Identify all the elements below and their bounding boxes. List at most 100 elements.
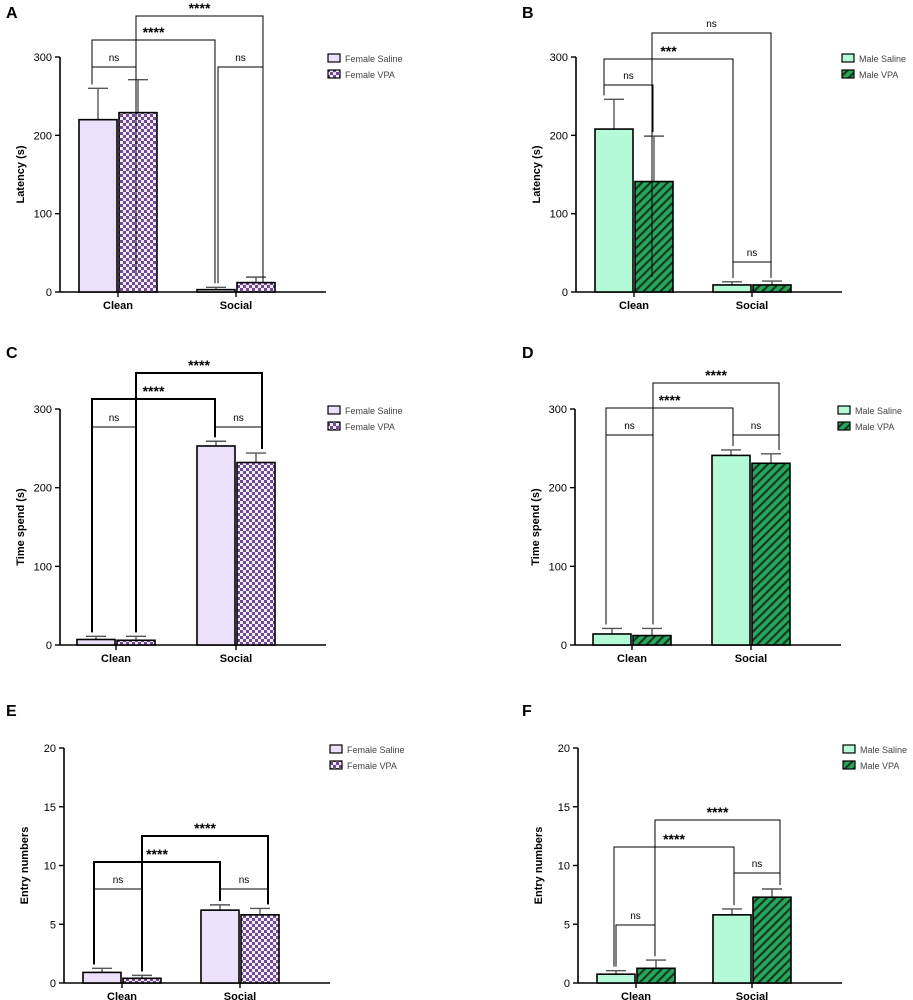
significance-label: **** — [707, 804, 729, 820]
legend-label: Female VPA — [347, 761, 397, 771]
bar-male-vpa-clean — [632, 634, 672, 646]
bar-female-saline-clean — [78, 118, 118, 293]
x-tick-label: Clean — [107, 991, 137, 1000]
bar-male-vpa-social — [752, 896, 792, 984]
x-tick-label: Clean — [101, 653, 131, 665]
y-tick-label: 10 — [558, 861, 570, 873]
y-tick-label: 15 — [558, 802, 570, 814]
significance-bracket — [93, 888, 143, 972]
bar-male-saline-clean — [596, 973, 636, 984]
bar-female-saline-social — [196, 288, 236, 293]
legend-swatch — [329, 744, 343, 754]
legend-label: Male VPA — [860, 761, 899, 771]
y-tick-label: 100 — [34, 209, 52, 221]
legend-label: Male VPA — [855, 422, 894, 432]
significance-label: **** — [705, 367, 727, 383]
legend-label: Female Saline — [345, 54, 403, 64]
bar-female-saline-social — [200, 909, 240, 984]
panel-b: B 0 100 200 300 Latency (s) Clean Social ns *** ns… — [522, 5, 906, 312]
y-tick-label: 15 — [44, 802, 56, 814]
x-tick-label: Social — [736, 300, 768, 312]
significance-label: ns — [235, 53, 246, 64]
significance-label: ns — [109, 53, 120, 64]
legend-swatch — [842, 744, 856, 754]
y-tick-label: 0 — [561, 640, 567, 652]
y-tick-label: 200 — [549, 483, 567, 495]
legend-label: Female VPA — [345, 422, 395, 432]
significance-label: ns — [624, 421, 635, 432]
y-tick-label: 20 — [558, 743, 570, 755]
legend-swatch — [837, 405, 851, 415]
significance-bracket — [603, 58, 734, 278]
y-tick-label: 100 — [550, 209, 568, 221]
significance-label: ns — [747, 248, 758, 259]
significance-bracket — [217, 66, 264, 284]
legend-swatch — [327, 421, 341, 431]
y-tick-label: 300 — [34, 52, 52, 64]
significance-label: **** — [143, 383, 165, 399]
significance-bracket — [615, 924, 656, 967]
bar-male-vpa-clean — [634, 180, 674, 293]
panel-letter: C — [6, 345, 18, 362]
panel-f: F 0 5 10 15 20 Entry numbers Clean Social **** ***… — [522, 703, 907, 1000]
panel-c: C 0 100 200 300 Time spend (s) Clean Social ****… — [6, 345, 403, 665]
legend-label: Male VPA — [859, 70, 898, 80]
significance-label: **** — [143, 24, 165, 40]
y-tick-label: 0 — [46, 640, 52, 652]
significance-label: ns — [109, 413, 120, 424]
y-tick-label: 10 — [44, 861, 56, 873]
significance-bracket — [219, 888, 269, 905]
legend-swatch — [329, 760, 343, 770]
y-tick-label: 300 — [549, 404, 567, 416]
y-axis-label: Time spend (s) — [530, 488, 542, 566]
bar-female-saline-clean — [76, 638, 116, 646]
bar-female-vpa-clean — [122, 977, 162, 984]
panel-letter: E — [6, 703, 17, 720]
y-tick-label: 200 — [34, 130, 52, 142]
significance-label: ns — [706, 19, 717, 30]
significance-label: ns — [239, 875, 250, 886]
legend-label: Female VPA — [345, 70, 395, 80]
bar-male-vpa-social — [751, 462, 791, 646]
bar-female-vpa-social — [240, 914, 280, 984]
bar-male-saline-clean — [594, 128, 634, 293]
y-tick-label: 0 — [564, 978, 570, 990]
x-tick-label: Social — [220, 653, 252, 665]
y-tick-label: 0 — [50, 978, 56, 990]
significance-bracket — [605, 434, 654, 625]
bar-male-saline-social — [712, 284, 752, 293]
y-tick-label: 200 — [550, 130, 568, 142]
significance-label: ns — [623, 71, 634, 82]
significance-label: ns — [233, 413, 244, 424]
bar-male-saline-social — [712, 914, 752, 984]
significance-bracket — [91, 426, 137, 633]
legend-swatch — [327, 405, 341, 415]
y-tick-label: 5 — [564, 919, 570, 931]
significance-label: *** — [660, 43, 677, 59]
bar-female-vpa-social — [236, 281, 276, 293]
bar-female-saline-clean — [82, 971, 122, 984]
bar-female-vpa-clean — [118, 111, 158, 293]
legend-label: Male Saline — [860, 745, 907, 755]
y-tick-label: 20 — [44, 743, 56, 755]
y-axis-label: Time spend (s) — [15, 488, 27, 566]
significance-bracket — [214, 426, 263, 450]
panel-letter: B — [522, 5, 534, 22]
x-tick-label: Social — [735, 653, 767, 665]
panel-d: D 0 100 200 300 Time spend (s) Clean Social ****… — [522, 345, 902, 665]
legend-swatch — [837, 421, 851, 431]
significance-label: **** — [188, 357, 210, 373]
legend-label: Female Saline — [345, 406, 403, 416]
legend-swatch — [842, 760, 856, 770]
x-tick-label: Clean — [619, 300, 649, 312]
significance-label: ns — [630, 911, 641, 922]
panel-letter: D — [522, 345, 534, 362]
y-tick-label: 5 — [50, 919, 56, 931]
panel-letter: A — [6, 5, 18, 22]
x-tick-label: Social — [224, 991, 256, 1000]
bar-female-vpa-social — [236, 461, 276, 646]
bar-male-vpa-clean — [636, 967, 676, 984]
x-tick-label: Social — [220, 300, 252, 312]
bar-male-saline-clean — [592, 633, 632, 646]
y-axis-label: Latency (s) — [15, 145, 27, 203]
